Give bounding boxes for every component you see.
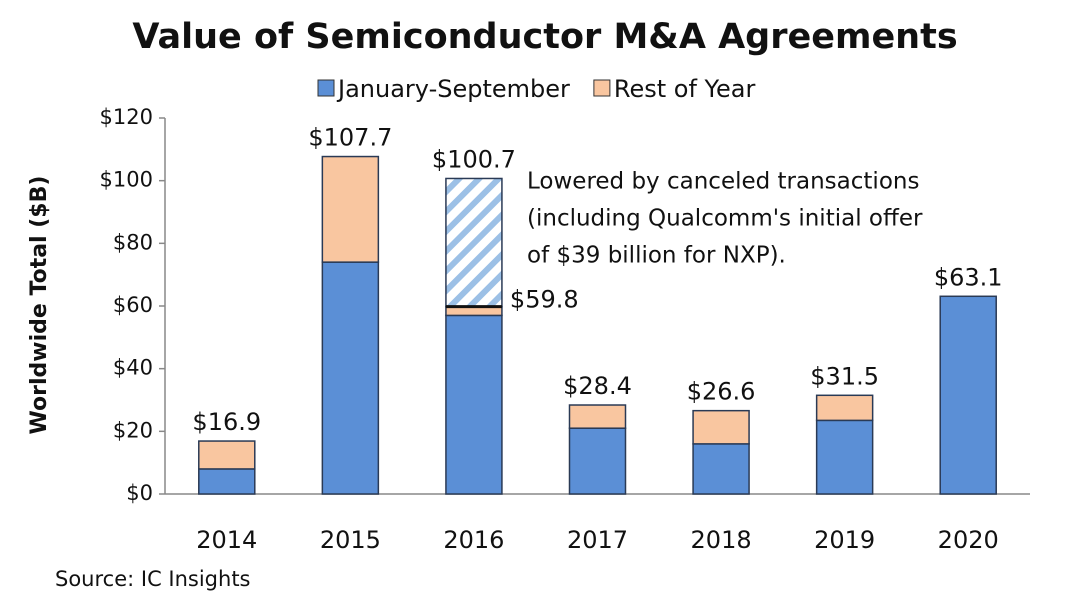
x-tick-label: 2016 — [443, 526, 504, 554]
bar-segment — [445, 314, 503, 495]
legend-swatch — [593, 79, 611, 97]
total-label: $28.4 — [563, 372, 632, 400]
annotation: Lowered by canceled transactions — [527, 169, 919, 195]
chart-title: Value of Semiconductor M&A Agreements — [132, 17, 957, 57]
legend-label: Rest of Year — [614, 75, 756, 103]
bar-segment — [815, 394, 874, 422]
y-tick-label: $20 — [113, 418, 153, 442]
x-tick-label: 2019 — [814, 526, 875, 554]
y-tick-label: $100 — [100, 168, 153, 192]
y-tick-label: $120 — [100, 105, 153, 129]
bar-segment — [815, 419, 874, 495]
x-tick-label: 2015 — [320, 526, 381, 554]
total-label: $26.6 — [687, 378, 756, 406]
bar-segment — [692, 443, 750, 495]
x-tick-label: 2014 — [196, 526, 257, 554]
source: Source: IC Insights — [55, 567, 251, 591]
bar-segment — [321, 261, 380, 495]
bar-segment — [568, 404, 627, 429]
total-label: $16.9 — [192, 408, 261, 436]
net-label: $59.8 — [510, 286, 579, 314]
y-tick-label: $60 — [113, 293, 153, 317]
y-tick-label: $0 — [126, 481, 153, 505]
total-label: $107.7 — [308, 124, 392, 152]
total-label: $31.5 — [810, 362, 879, 390]
annotation: of $39 billion for NXP). — [527, 243, 786, 269]
bar-segment — [692, 409, 750, 445]
y-axis-label: Worldwide Total ($B) — [27, 176, 52, 435]
bar-segment — [568, 427, 627, 495]
bar-segment — [939, 295, 997, 495]
bar-segment — [198, 468, 256, 495]
y-tick-label: $80 — [113, 230, 153, 254]
y-tick-label: $40 — [113, 356, 153, 380]
x-tick-label: 2017 — [567, 526, 628, 554]
bar-segment — [445, 177, 503, 308]
legend: January-September Rest of Year — [317, 75, 756, 103]
legend-label: January-September — [336, 75, 570, 103]
legend-swatch — [317, 79, 335, 97]
total-label: $63.1 — [934, 263, 1003, 291]
bar-segment — [198, 440, 256, 470]
x-tick-label: 2020 — [938, 526, 999, 554]
total-label: $100.7 — [432, 145, 516, 173]
annotation: (including Qualcomm's initial offer — [527, 206, 923, 232]
x-tick-label: 2018 — [691, 526, 752, 554]
bar-segment — [321, 155, 380, 263]
